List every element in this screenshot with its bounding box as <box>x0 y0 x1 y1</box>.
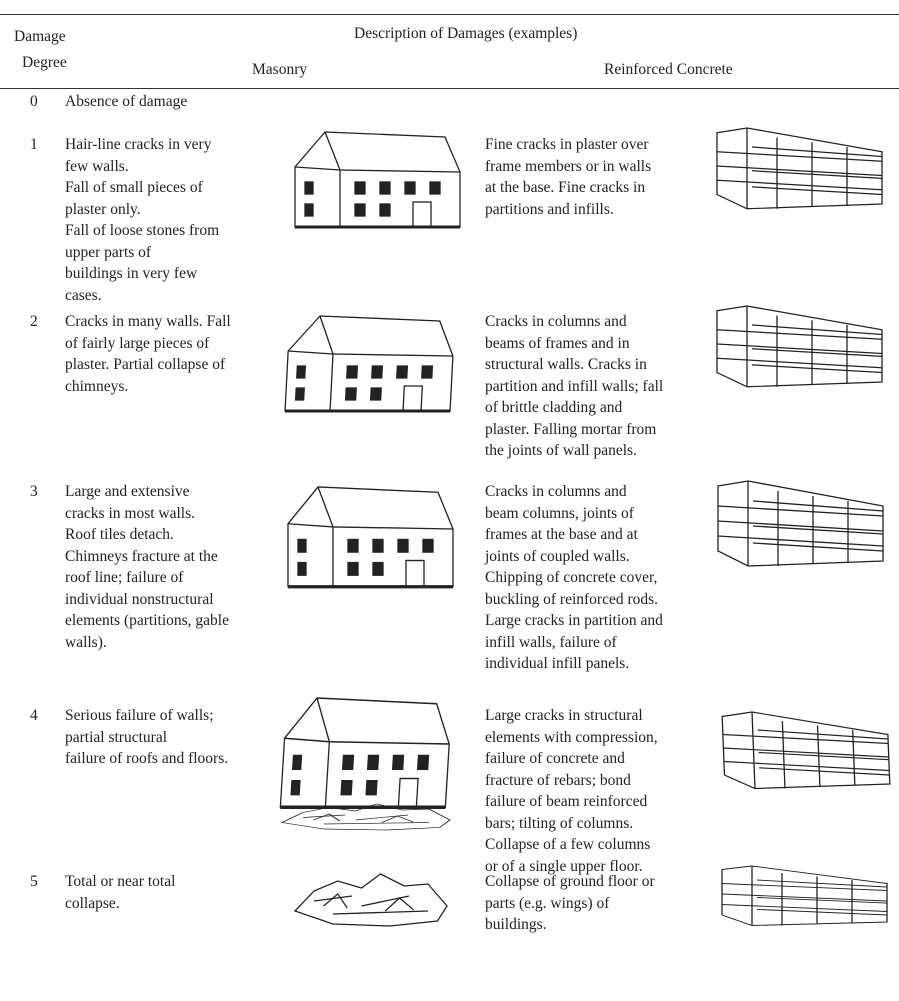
concrete-text: Chipping of concrete cover, <box>485 569 658 586</box>
concrete-text: joints of coupled walls. <box>485 547 630 565</box>
concrete-text: partitions and infills. <box>485 200 614 218</box>
masonry-text: cracks in most walls. <box>65 504 196 522</box>
masonry-text: roof line; failure of <box>65 569 184 586</box>
masonry-text: Chimneys fracture at the <box>65 547 218 565</box>
concrete-text: the joints of wall panels. <box>485 442 637 459</box>
concrete-text: Large cracks in partition and <box>485 612 663 629</box>
concrete-text: frames at the base and at <box>485 526 638 543</box>
concrete-text: failure of beam reinforced <box>485 793 648 810</box>
concrete-text: or of a single upper floor. <box>485 857 643 875</box>
concrete-text: failure of concrete and <box>485 750 625 767</box>
concrete-text: elements with compression, <box>485 728 658 746</box>
damage-grade: 4 <box>30 707 38 724</box>
masonry-text: individual nonstructural <box>65 590 214 608</box>
concrete-text: Fine cracks in plaster over <box>485 136 649 153</box>
concrete-text: parts (e.g. wings) of <box>485 894 610 912</box>
masonry-text: of fairly large pieces of <box>65 334 210 352</box>
masonry-text: failure of roofs and floors. <box>65 750 229 767</box>
masonry-text: Fall of loose stones from <box>65 222 220 239</box>
header-degree: Degree <box>22 54 67 71</box>
masonry-text: plaster. Partial collapse of <box>65 356 226 373</box>
concrete-text: fracture of rebars; bond <box>485 771 631 789</box>
damage-grade: 5 <box>30 873 38 890</box>
concrete-text: of brittle cladding and <box>485 399 623 416</box>
concrete-text: frame members or in walls <box>485 157 652 175</box>
masonry-text: few walls. <box>65 157 129 175</box>
concrete-text: bars; tilting of columns. <box>485 814 634 832</box>
damage-grade: 3 <box>30 483 38 500</box>
concrete-text: beam columns, joints of <box>485 504 634 522</box>
masonry-text: Roof tiles detach. <box>65 526 174 543</box>
masonry-text: Cracks in many walls. Fall <box>65 313 231 330</box>
masonry-text: Large and extensive <box>65 483 190 500</box>
concrete-text: at the base. Fine cracks in <box>485 179 646 196</box>
concrete-text: Collapse of a few columns <box>485 836 651 853</box>
concrete-text: buckling of reinforced rods. <box>485 590 659 608</box>
header-masonry: Masonry <box>252 61 308 78</box>
concrete-text: Collapse of ground floor or <box>485 873 655 890</box>
masonry-text: plaster only. <box>65 200 141 218</box>
masonry-text: Serious failure of walls; <box>65 707 214 724</box>
masonry-text: cases. <box>65 286 102 304</box>
masonry-text: chimneys. <box>65 377 129 395</box>
masonry-text: buildings in very few <box>65 265 198 282</box>
concrete-text: beams of frames and in <box>485 334 630 352</box>
masonry-text: elements (partitions, gable <box>65 612 229 629</box>
masonry-text: walls). <box>65 633 107 651</box>
concrete-text: Cracks in columns and <box>485 483 627 500</box>
top-rule <box>0 14 899 15</box>
concrete-text: structural walls. Cracks in <box>485 356 647 373</box>
concrete-text: infill walls, failure of <box>485 633 617 651</box>
concrete-text: Large cracks in structural <box>485 707 643 724</box>
header-description: Description of Damages (examples) <box>354 25 578 42</box>
concrete-text: Cracks in columns and <box>485 313 627 330</box>
header-rule <box>0 88 899 89</box>
masonry-text: collapse. <box>65 894 120 912</box>
masonry-text: partial structural <box>65 728 167 746</box>
damage-grade: 2 <box>30 313 38 330</box>
concrete-text: plaster. Falling mortar from <box>485 420 657 438</box>
header-concrete: Reinforced Concrete <box>604 61 733 78</box>
concrete-text: individual infill panels. <box>485 655 630 672</box>
masonry-text: Total or near total <box>65 873 176 890</box>
concrete-text: partition and infill walls; fall <box>485 377 664 395</box>
damage-grade: 1 <box>30 136 38 153</box>
header-damage: Damage <box>14 28 66 45</box>
concrete-text: buildings. <box>485 916 547 933</box>
damage-grade: 0 <box>30 93 38 110</box>
masonry-text: upper parts of <box>65 243 152 261</box>
masonry-text: Absence of damage <box>65 93 188 110</box>
masonry-text: Hair-line cracks in very <box>65 136 212 153</box>
masonry-text: Fall of small pieces of <box>65 179 203 196</box>
